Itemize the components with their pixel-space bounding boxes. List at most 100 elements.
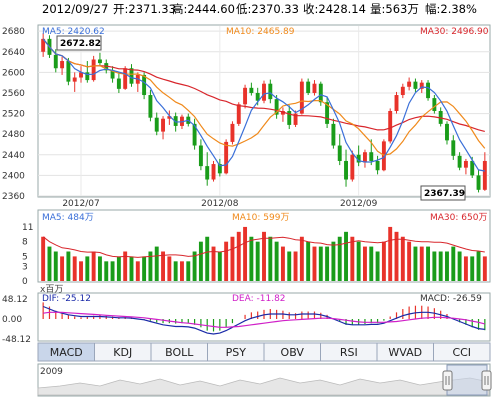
candle	[230, 121, 235, 145]
candle-body	[287, 111, 292, 125]
volume-bar	[91, 251, 96, 281]
candle-body	[445, 123, 449, 141]
candle	[451, 135, 456, 160]
volume-bar	[407, 241, 412, 281]
candle-body	[470, 160, 475, 176]
volume-bar	[419, 246, 424, 281]
price-y-tick: 2680	[2, 27, 25, 37]
volume-bar	[280, 246, 285, 281]
volume-bar	[432, 251, 437, 281]
candle-body	[325, 102, 330, 124]
candle-body	[312, 83, 317, 93]
tab-wvad[interactable]: WVAD	[376, 342, 434, 362]
candle-body	[268, 83, 273, 100]
volume-ma10-label: MA10: 599万	[232, 213, 289, 223]
ma5-line	[42, 38, 485, 172]
volume-bar	[438, 251, 443, 281]
candle-body	[148, 95, 153, 118]
candle	[325, 97, 330, 128]
navigator-year: 2009	[40, 367, 63, 377]
candle-body	[426, 82, 431, 99]
volume-bar	[274, 241, 279, 281]
volume-bar	[129, 256, 134, 281]
candle-body	[224, 141, 229, 174]
candle-body	[66, 61, 71, 82]
candle-body	[280, 111, 285, 115]
candle-body	[375, 160, 380, 171]
candle-body	[255, 92, 260, 101]
candle	[482, 152, 487, 191]
candle	[287, 105, 292, 130]
price-panel-frame	[37, 24, 491, 198]
candle	[312, 80, 317, 96]
volume-bar	[482, 256, 487, 281]
tab-obv[interactable]: OBV	[263, 342, 321, 362]
volume-ma30-label: MA30: 650万	[430, 213, 487, 223]
volume-bar	[116, 256, 121, 281]
price-y-tick: 2480	[2, 130, 25, 140]
candle-body	[451, 140, 456, 156]
price-y-ticks: 2680 2640 2600 2560 2520 2480 2440 2400 2360	[2, 27, 25, 202]
volume-bar	[293, 251, 298, 281]
candle-body	[53, 54, 58, 69]
candle-body	[413, 81, 418, 89]
volume-bar	[356, 241, 361, 281]
volume-bar	[463, 256, 468, 281]
candle	[394, 91, 399, 114]
max-marker-label: 2672.82	[60, 39, 101, 49]
candle-body	[60, 61, 65, 69]
candle	[306, 78, 311, 96]
volume-bar	[363, 246, 367, 281]
volume-bar	[312, 246, 317, 281]
price-y-tick: 2640	[2, 48, 25, 58]
candle-body	[211, 164, 216, 180]
volume-bar	[394, 231, 399, 281]
candle-body	[344, 160, 348, 180]
candle-body	[419, 82, 424, 89]
candle	[148, 89, 153, 122]
macd-dea-line	[43, 311, 485, 328]
volume-bar	[287, 251, 292, 281]
header-close: 收:2428.14	[303, 2, 366, 16]
volume-bar	[476, 251, 481, 281]
tab-psy[interactable]: PSY	[207, 342, 265, 362]
candle-body	[85, 72, 90, 81]
indicator-tabs: MACD KDJ BOLL PSY OBV RSI WVAD CCI	[37, 342, 491, 362]
candle	[217, 158, 222, 177]
volume-unit-label: x百万	[40, 284, 63, 295]
tab-label: OBV	[281, 346, 305, 359]
volume-y-tick: 5	[22, 252, 28, 262]
tab-kdj[interactable]: KDJ	[94, 342, 152, 362]
volume-bar	[230, 236, 235, 281]
candle	[344, 149, 348, 187]
tab-label: RSI	[340, 346, 358, 359]
tab-rsi[interactable]: RSI	[320, 342, 378, 362]
header-high: 高:2444.60	[172, 2, 235, 16]
price-y-tick: 2520	[2, 110, 25, 120]
volume-bar	[262, 231, 266, 281]
candle	[167, 110, 172, 125]
navigator-left-handle[interactable]	[442, 370, 453, 391]
navigator-window[interactable]	[446, 364, 488, 396]
header-low: 低:2370.33	[236, 2, 299, 16]
tab-label: PSY	[226, 346, 247, 359]
volume-bar	[205, 236, 210, 281]
candle-body	[198, 145, 203, 167]
tab-cci[interactable]: CCI	[433, 342, 491, 362]
candle	[60, 56, 65, 75]
tab-macd[interactable]: MACD	[37, 342, 95, 362]
tab-boll[interactable]: BOLL	[150, 342, 208, 362]
navigator-right-handle[interactable]	[481, 370, 492, 391]
candle-body	[482, 160, 487, 190]
volume-bar	[325, 246, 330, 281]
volume-y-tick: 8	[22, 238, 28, 248]
candle-body	[318, 83, 323, 103]
header-date: 2012/09/27	[42, 2, 108, 16]
price-y-tick: 2400	[2, 171, 25, 181]
candle-body	[205, 166, 210, 180]
volume-bar	[243, 226, 248, 281]
volume-bars	[41, 226, 487, 281]
volume-bar	[400, 236, 405, 281]
max-marker: 2672.82	[56, 35, 102, 51]
